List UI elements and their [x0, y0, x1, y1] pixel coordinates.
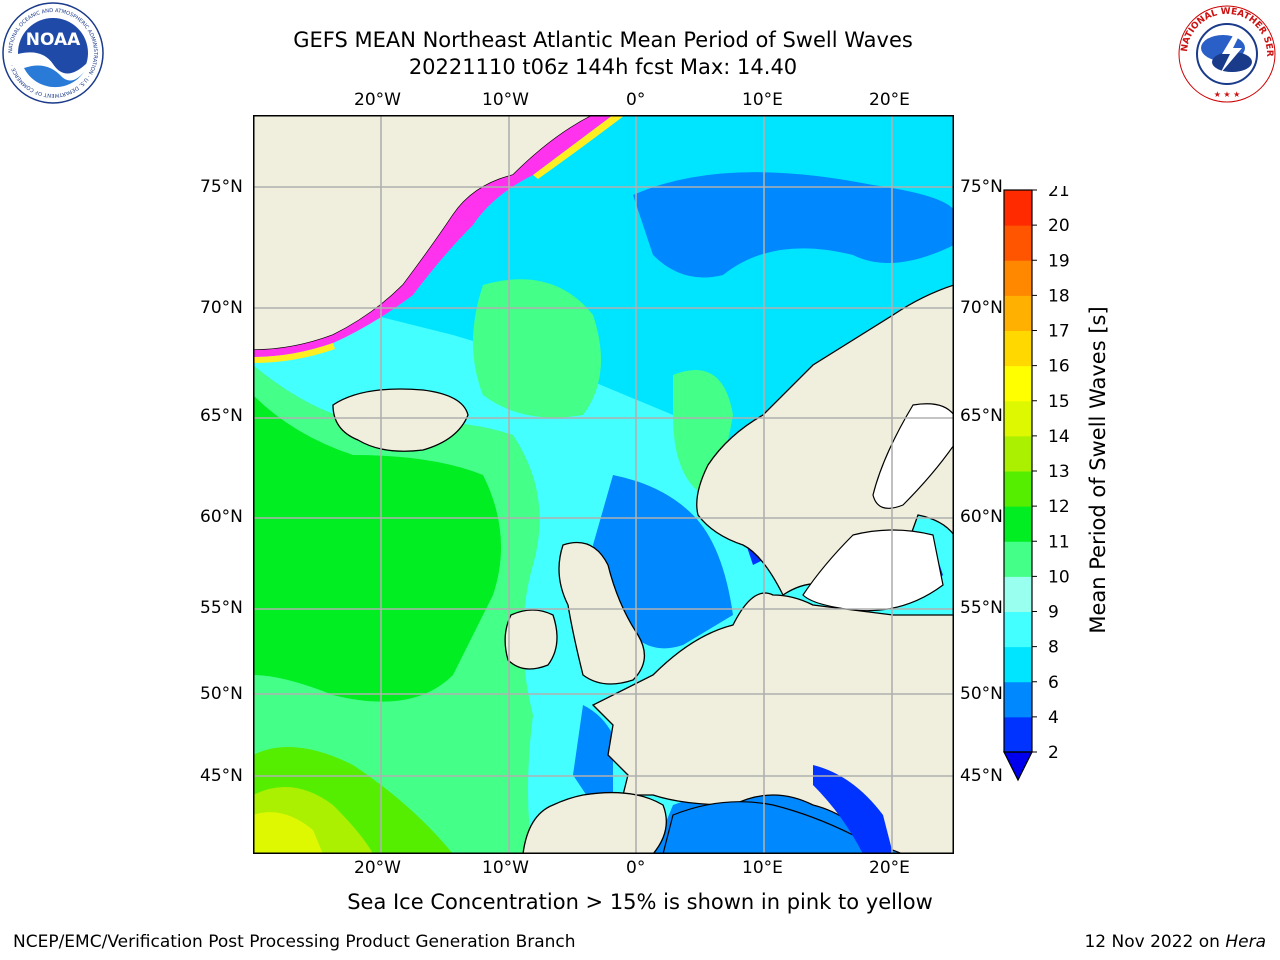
footer-branch: NCEP/EMC/Verification Post Processing Pr… [13, 932, 576, 952]
lon-label-bottom: 0° [626, 858, 646, 878]
colorbar-tick-label: 8 [1048, 638, 1059, 658]
colorbar-tick-label: 12 [1048, 497, 1070, 517]
europe-landmass [591, 592, 954, 854]
lat-label-left: 65°N [200, 406, 243, 426]
colorbar-segment [1004, 576, 1032, 612]
lat-label-right: 70°N [960, 298, 1003, 318]
colorbar-tick-label: 10 [1048, 567, 1070, 587]
colorbar-segment [1004, 295, 1032, 331]
map-frame [253, 115, 954, 854]
lat-label-right: 75°N [960, 177, 1003, 197]
graticule [253, 115, 954, 854]
title-line-2: 20221110 t06z 144h fcst Max: 14.40 [408, 55, 798, 79]
colorbar-segment [1004, 506, 1032, 542]
lat-label-left: 60°N [200, 507, 243, 527]
lat-label-right: 50°N [960, 684, 1003, 704]
swell-period-map [253, 115, 954, 854]
colorbar-tick-label: 13 [1048, 462, 1070, 482]
colorbar-segment [1004, 435, 1032, 472]
colorbar-tick-label: 6 [1048, 673, 1059, 693]
colorbar-extend-arrow [1003, 751, 1033, 782]
colorbar-tick-label: 4 [1048, 708, 1059, 728]
lat-label-right: 55°N [960, 598, 1003, 618]
lat-label-left: 45°N [200, 766, 243, 786]
colorbar-segment [1004, 330, 1032, 367]
noaa-logo-text: NOAA [26, 30, 81, 50]
svg-text:★ ★ ★: ★ ★ ★ [1214, 90, 1241, 99]
colorbar-tick-label: 16 [1048, 357, 1070, 377]
lat-label-right: 60°N [960, 507, 1003, 527]
britain-landmass [558, 541, 645, 685]
lat-label-left: 55°N [200, 598, 243, 618]
lon-label-top: 0° [626, 90, 646, 110]
lon-label-bottom: 10°E [742, 858, 783, 878]
iceland-landmass [332, 388, 469, 452]
noaa-logo: NATIONAL OCEANIC AND ATMOSPHERIC ADMINIS… [2, 2, 104, 104]
lon-label-top: 20°E [869, 90, 910, 110]
colorbar-segment [1004, 190, 1032, 226]
colorbar-segment [1004, 541, 1032, 577]
lon-label-top: 10°E [742, 90, 783, 110]
lon-label-top: 20°W [354, 90, 401, 110]
sea-ice-note: Sea Ice Concentration > 15% is shown in … [347, 890, 933, 914]
colorbar-tick-label: 17 [1048, 322, 1070, 342]
footer-machine: Hera [1225, 932, 1266, 952]
nws-logo: NATIONAL WEATHER SERVICE ★ ★ ★ [1173, 0, 1278, 104]
lat-label-left: 75°N [200, 177, 243, 197]
lon-label-bottom: 20°W [354, 858, 401, 878]
colorbar-tick-label: 14 [1048, 427, 1070, 447]
lat-label-left: 50°N [200, 684, 243, 704]
ireland-landmass [504, 609, 558, 670]
lon-label-bottom: 20°E [869, 858, 910, 878]
barents-low-zone [633, 172, 954, 278]
title-line-1: GEFS MEAN Northeast Atlantic Mean Period… [293, 28, 913, 52]
colorbar-tick-label: 18 [1048, 286, 1070, 306]
colorbar: 2 4 6 8 9 10 11 12 13 14 15 16 17 18 19 20 21 [998, 181, 1128, 786]
colorbar-segment [1004, 716, 1032, 753]
colorbar-segment [1004, 471, 1032, 507]
colorbar-segment [1004, 365, 1032, 402]
colorbar-segment [1004, 646, 1032, 683]
colorbar-label: Mean Period of Swell Waves [s] [1086, 306, 1110, 634]
lon-label-bottom: 10°W [482, 858, 529, 878]
lat-label-right: 45°N [960, 766, 1003, 786]
lat-label-right: 65°N [960, 406, 1003, 426]
lat-label-left: 70°N [200, 298, 243, 318]
colorbar-tick-label: 21 [1048, 186, 1070, 201]
map-panel [253, 115, 954, 854]
colorbar-tick-label: 20 [1048, 216, 1070, 236]
colorbar-tick-label: 11 [1048, 532, 1070, 552]
colorbar-segment [1004, 400, 1032, 437]
colorbar-tick-label: 9 [1048, 603, 1059, 623]
colorbar-tick-label: 15 [1048, 392, 1070, 412]
colorbar-tick-label: 19 [1048, 251, 1070, 271]
colorbar-segment [1004, 611, 1032, 648]
colorbar-tick-label: 2 [1048, 743, 1059, 763]
colorbar-segment [1004, 260, 1032, 296]
footer-date-text: 12 Nov 2022 on [1084, 932, 1226, 952]
colorbar-segment [1004, 225, 1032, 261]
sea-ice-band [253, 115, 613, 357]
footer-date: 12 Nov 2022 on Hera [1084, 932, 1266, 952]
lon-label-top: 10°W [482, 90, 529, 110]
colorbar-segment [1004, 681, 1032, 718]
